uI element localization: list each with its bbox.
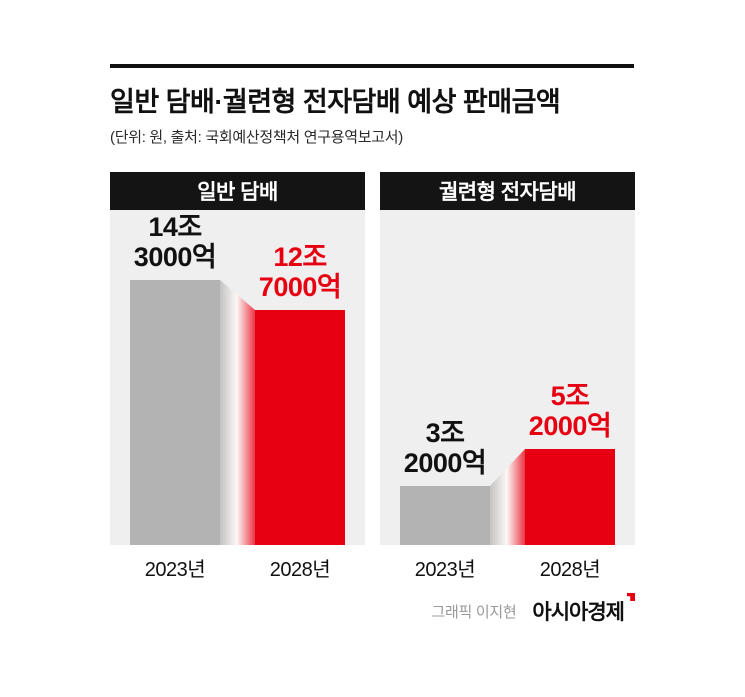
panel-title-text: 일반 담배 xyxy=(197,181,278,204)
value-line-2: 3000억 xyxy=(133,241,217,272)
value-label-2023: 3조 2000억 xyxy=(375,418,515,478)
value-line-1: 3조 xyxy=(425,417,465,448)
footer-credit-row: 그래픽 이지현 아시아경제 xyxy=(431,593,635,626)
x-tick-2023: 2023년 xyxy=(144,559,206,581)
value-label-2028: 5조 2000억 xyxy=(500,381,640,441)
panel-title-regular-cigarettes: 일반 담배 xyxy=(110,172,365,210)
value-label-2023: 14조 3000억 xyxy=(105,212,245,272)
page-subtitle: (단위: 원, 출처: 국회예산정책처 연구용역보고서) xyxy=(110,129,403,146)
x-tick-2028: 2028년 xyxy=(269,559,331,581)
bar-2028 xyxy=(525,449,615,545)
graphic-credit: 그래픽 이지현 xyxy=(431,603,517,621)
x-axis: 2023년 2028년 xyxy=(380,545,635,581)
value-line-1: 12조 xyxy=(273,241,327,272)
panel-regular-cigarettes: 일반 담배 14조 3000억 12조 7000억 2023년 2028년 xyxy=(110,172,365,581)
panel-title-heated-tobacco: 궐련형 전자담배 xyxy=(380,172,635,210)
asiae-logo-red-mark xyxy=(627,593,635,601)
value-line-2: 2000억 xyxy=(403,447,487,478)
x-tick-2028: 2028년 xyxy=(539,559,601,581)
panel-title-text: 궐련형 전자담배 xyxy=(438,181,577,204)
bar-2023 xyxy=(130,280,220,545)
value-line-1: 5조 xyxy=(550,380,590,411)
x-tick-2023: 2023년 xyxy=(414,559,476,581)
top-rule xyxy=(110,64,634,68)
bar-2028 xyxy=(255,310,345,545)
x-axis: 2023년 2028년 xyxy=(110,545,365,581)
asiae-logo: 아시아경제 xyxy=(532,593,635,626)
value-label-2028: 12조 7000억 xyxy=(230,242,370,302)
bar-chart-regular-cigarettes: 14조 3000억 12조 7000억 xyxy=(110,210,365,545)
value-line-2: 7000억 xyxy=(258,271,342,302)
panel-heated-tobacco: 궐련형 전자담배 3조 2000억 5조 2000억 2023년 2028년 xyxy=(380,172,635,581)
value-line-1: 14조 xyxy=(148,211,202,242)
bar-chart-heated-tobacco: 3조 2000억 5조 2000억 xyxy=(380,210,635,545)
bar-transition-gradient xyxy=(220,280,255,545)
page-title: 일반 담배·궐련형 전자담배 예상 판매금액 xyxy=(110,87,561,117)
value-line-2: 2000억 xyxy=(528,410,612,441)
bar-2023 xyxy=(400,486,490,545)
